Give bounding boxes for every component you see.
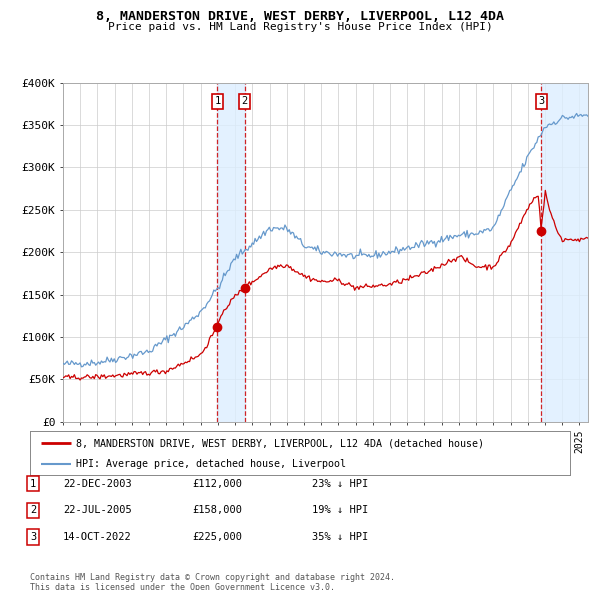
Text: 22-DEC-2003: 22-DEC-2003 xyxy=(63,479,132,489)
Text: 19% ↓ HPI: 19% ↓ HPI xyxy=(312,506,368,515)
Text: 2: 2 xyxy=(30,506,36,515)
Bar xyxy=(541,83,588,422)
Text: 2: 2 xyxy=(241,96,248,106)
Text: 1: 1 xyxy=(214,96,221,106)
Text: Price paid vs. HM Land Registry's House Price Index (HPI): Price paid vs. HM Land Registry's House … xyxy=(107,22,493,32)
Text: 22-JUL-2005: 22-JUL-2005 xyxy=(63,506,132,515)
Text: 8, MANDERSTON DRIVE, WEST DERBY, LIVERPOOL, L12 4DA (detached house): 8, MANDERSTON DRIVE, WEST DERBY, LIVERPO… xyxy=(76,438,484,448)
Text: £112,000: £112,000 xyxy=(192,479,242,489)
Text: 35% ↓ HPI: 35% ↓ HPI xyxy=(312,532,368,542)
Text: 8, MANDERSTON DRIVE, WEST DERBY, LIVERPOOL, L12 4DA: 8, MANDERSTON DRIVE, WEST DERBY, LIVERPO… xyxy=(96,10,504,23)
Text: 14-OCT-2022: 14-OCT-2022 xyxy=(63,532,132,542)
Text: 3: 3 xyxy=(30,532,36,542)
Text: HPI: Average price, detached house, Liverpool: HPI: Average price, detached house, Live… xyxy=(76,459,346,469)
Text: £158,000: £158,000 xyxy=(192,506,242,515)
Text: This data is licensed under the Open Government Licence v3.0.: This data is licensed under the Open Gov… xyxy=(30,583,335,590)
Bar xyxy=(217,83,245,422)
Text: 23% ↓ HPI: 23% ↓ HPI xyxy=(312,479,368,489)
Text: 1: 1 xyxy=(30,479,36,489)
Text: 3: 3 xyxy=(538,96,544,106)
Text: £225,000: £225,000 xyxy=(192,532,242,542)
Text: Contains HM Land Registry data © Crown copyright and database right 2024.: Contains HM Land Registry data © Crown c… xyxy=(30,573,395,582)
